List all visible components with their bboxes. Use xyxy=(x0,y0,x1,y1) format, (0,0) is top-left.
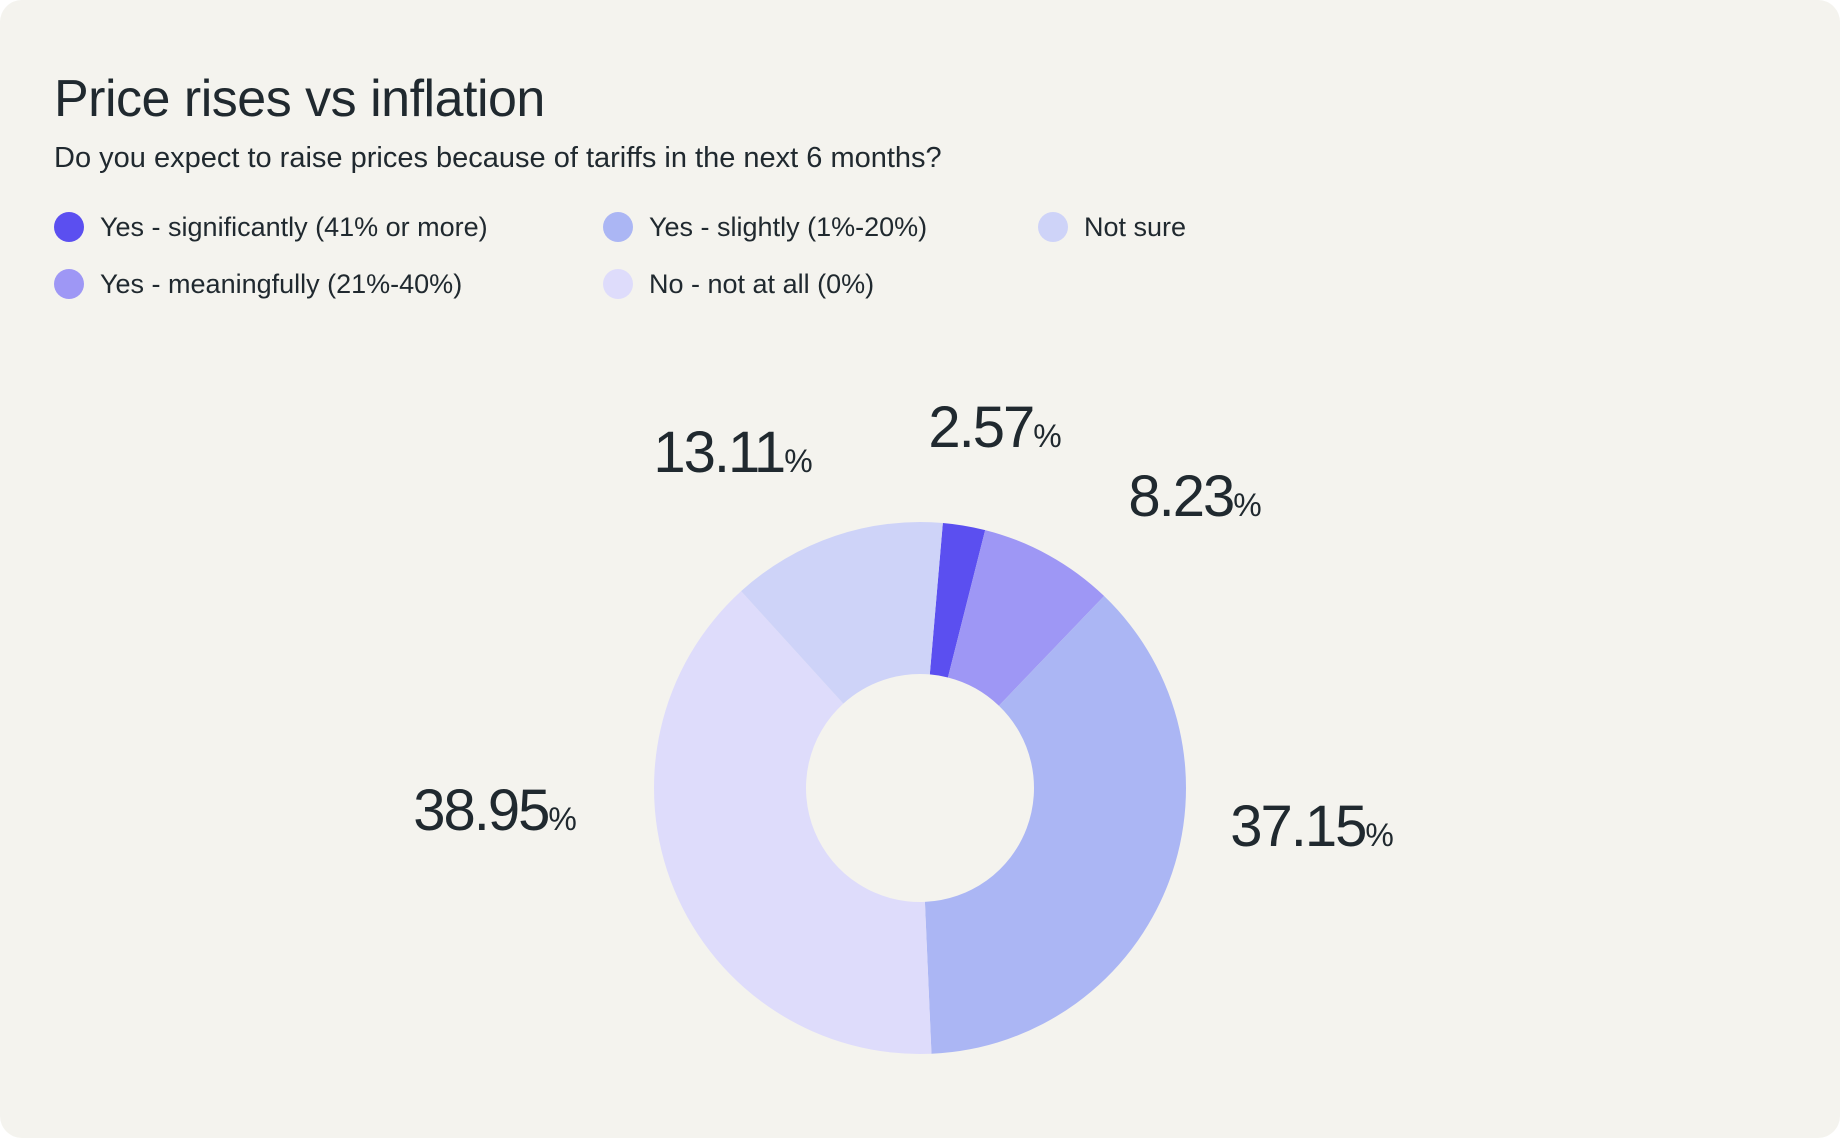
slice-value-label: 2.57% xyxy=(928,395,1061,460)
chart-title: Price rises vs inflation xyxy=(54,70,545,128)
donut-slice-1 xyxy=(929,522,986,678)
legend-item: Yes - meaningfully (21%-40%) xyxy=(54,264,462,304)
legend-swatch xyxy=(603,269,633,299)
legend-label: Yes - slightly (1%-20%) xyxy=(649,211,928,242)
donut-slice-5 xyxy=(741,521,943,704)
slice-value-label: 38.95% xyxy=(413,778,577,843)
legend-label: Yes - meaningfully (21%-40%) xyxy=(100,268,463,299)
legend-label: No - not at all (0%) xyxy=(649,268,875,299)
legend-swatch xyxy=(603,212,633,242)
slice-value-label: 37.15% xyxy=(1230,794,1394,859)
chart-subtitle: Do you expect to raise prices because of… xyxy=(54,142,942,174)
slice-value-label: 8.23% xyxy=(1128,464,1261,529)
legend-label: Not sure xyxy=(1084,211,1187,242)
legend-item: Yes - significantly (41% or more) xyxy=(54,207,488,247)
slice-value-label: 13.11% xyxy=(653,420,812,485)
legend-item: Yes - slightly (1%-20%) xyxy=(603,207,927,247)
legend-item: No - not at all (0%) xyxy=(603,264,874,304)
donut-slice-3 xyxy=(924,596,1186,1054)
legend-swatch xyxy=(54,212,84,242)
donut-slice-2 xyxy=(947,530,1105,706)
legend-label: Yes - significantly (41% or more) xyxy=(100,211,488,242)
legend-swatch xyxy=(1038,212,1068,242)
donut-slice-4 xyxy=(653,591,932,1054)
legend-swatch xyxy=(54,269,84,299)
legend-item: Not sure xyxy=(1038,207,1186,247)
